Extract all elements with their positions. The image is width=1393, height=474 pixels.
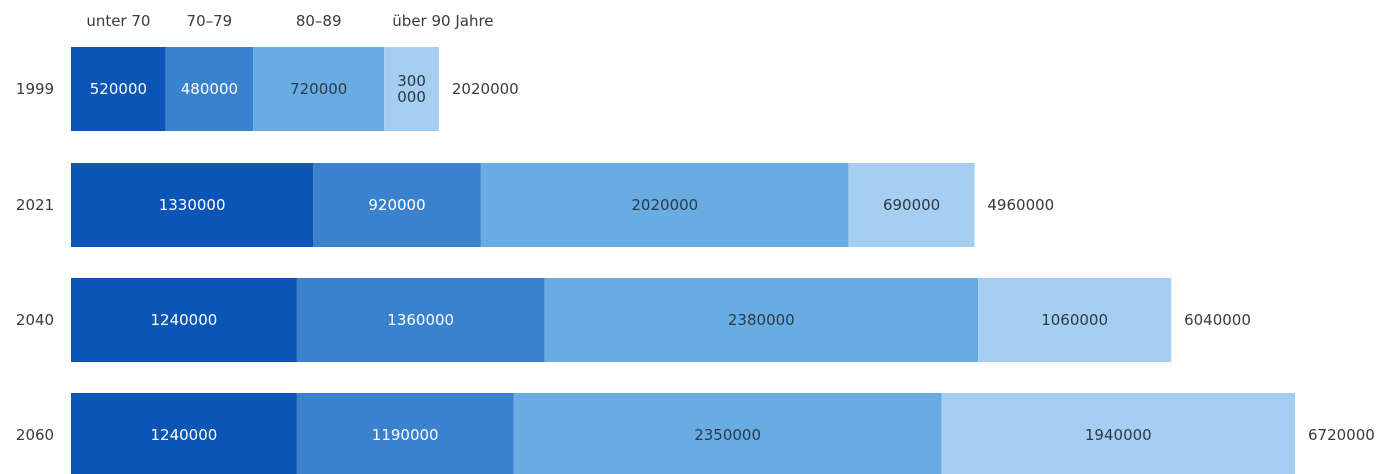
data-label-1999-70-79: 480000 [181, 80, 238, 98]
data-label-2021-80-89: 2020000 [631, 196, 698, 214]
legend-label-3: 80–89 [296, 12, 342, 30]
bar-segment-1999-70-79 [165, 47, 254, 131]
data-label-2021-ber-90-jahre: 690000 [883, 196, 940, 214]
data-label-2060-ber-90-jahre: 1940000 [1085, 426, 1152, 444]
legend-label-1: unter 70 [86, 12, 150, 30]
legend-label-2: 70–79 [187, 12, 233, 30]
total-label-1999: 2020000 [452, 80, 519, 98]
legend: unter 70 70–79 80–89 über 90 Jahre [86, 12, 493, 30]
bar-segment-2060-70-79 [296, 393, 514, 474]
bar-segment-1999-unter-70 [71, 47, 166, 131]
bar-segment-2060-80-89 [513, 393, 942, 474]
data-label-2021-unter-70: 1330000 [159, 196, 226, 214]
bar-row-2021: 2021 1330000 920000 2020000 690000 4960000 [16, 163, 1054, 247]
bar-segment-1999-ber-90-jahre [384, 47, 439, 131]
bar-segment-2040-ber-90-jahre [978, 278, 1172, 362]
bar-segment-2021-70-79 [313, 163, 481, 247]
bar-segment-2040-unter-70 [71, 278, 297, 362]
bar-row-1999: 1999 520000 480000 720000 300 000 2020000 [16, 47, 519, 131]
total-label-2021: 4960000 [987, 196, 1054, 214]
bar-segment-2040-70-79 [296, 278, 545, 362]
bar-segment-2021-80-89 [480, 163, 849, 247]
data-label-2060-80-89: 2350000 [694, 426, 761, 444]
bar-segment-1999-80-89 [253, 47, 385, 131]
bar-segment-2060-ber-90-jahre [941, 393, 1295, 474]
data-label-2040-80-89: 2380000 [728, 311, 795, 329]
bar-segment-2021-ber-90-jahre [848, 163, 975, 247]
bar-segment-2060-unter-70 [71, 393, 297, 474]
category-label-2060: 2060 [16, 426, 54, 444]
data-label-1999-unter-70: 520000 [90, 80, 147, 98]
bar-row-2060: 2060 1240000 1190000 2350000 1940000 6720000 [16, 393, 1375, 474]
total-label-2040: 6040000 [1184, 311, 1251, 329]
data-label-2060-unter-70: 1240000 [150, 426, 217, 444]
category-label-2021: 2021 [16, 196, 54, 214]
data-label-2040-70-79: 1360000 [387, 311, 454, 329]
data-label-1999-80-89: 720000 [290, 80, 347, 98]
bar-segment-2040-80-89 [544, 278, 979, 362]
data-label-2040-ber-90-jahre: 1060000 [1041, 311, 1108, 329]
bar-rows: 1999 520000 480000 720000 300 000 2020000 2021 1… [16, 47, 1375, 474]
bar-row-2040: 2040 1240000 1360000 2380000 1060000 6040000 [16, 278, 1251, 362]
data-label-1999-ber-90-jahre: 300 000 [397, 72, 426, 106]
category-label-2040: 2040 [16, 311, 54, 329]
bar-segment-2021-unter-70 [71, 163, 314, 247]
category-label-1999: 1999 [16, 80, 54, 98]
data-label-2021-70-79: 920000 [368, 196, 425, 214]
legend-label-4: über 90 Jahre [392, 12, 493, 30]
total-label-2060: 6720000 [1308, 426, 1375, 444]
data-label-2040-unter-70: 1240000 [150, 311, 217, 329]
data-label-2060-70-79: 1190000 [372, 426, 439, 444]
